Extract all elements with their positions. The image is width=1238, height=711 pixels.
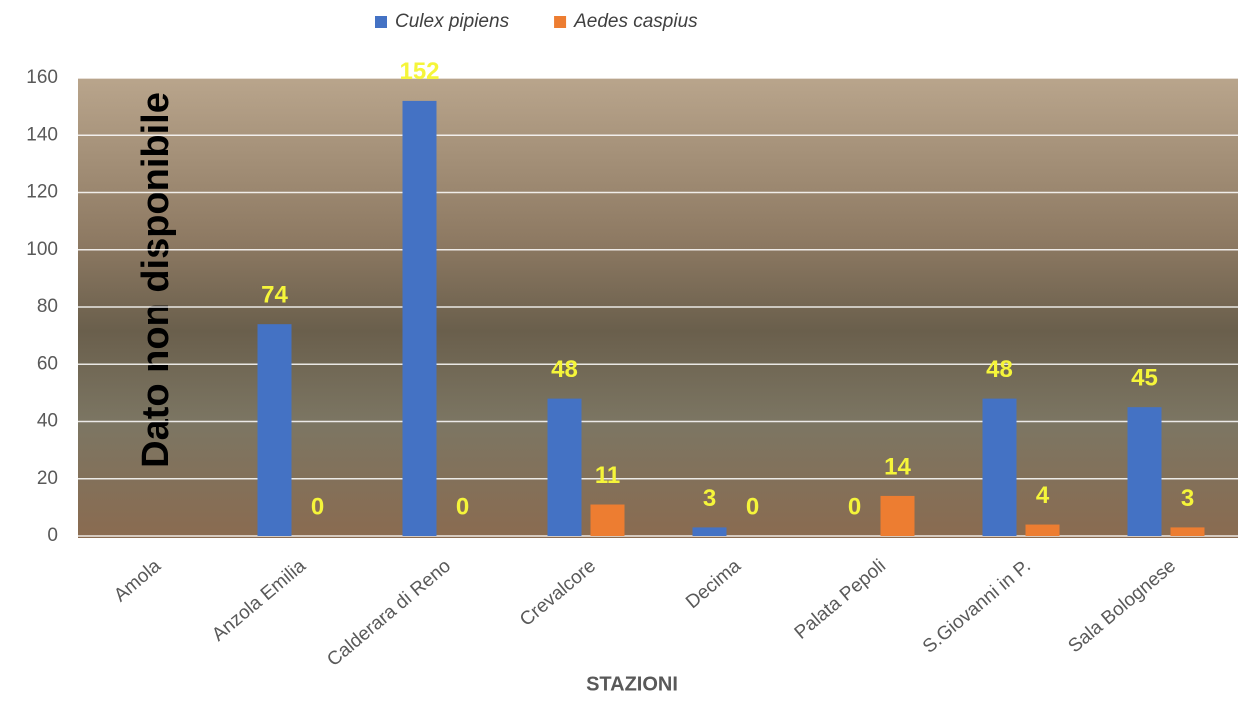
legend-swatch: [375, 16, 387, 28]
bar: [880, 495, 915, 536]
bar: [692, 527, 727, 536]
bar: [1170, 527, 1205, 536]
y-tick-label: 0: [47, 525, 58, 546]
bar: [982, 398, 1017, 536]
y-tick-label: 100: [26, 239, 58, 260]
x-tick-label: Sala Bolognese: [1064, 556, 1179, 658]
bar: [1025, 524, 1060, 536]
data-label: 0: [456, 493, 469, 520]
data-label: 14: [884, 453, 911, 480]
y-tick-label: 20: [37, 468, 58, 489]
data-label: 48: [986, 356, 1013, 383]
data-label: 3: [703, 485, 716, 512]
x-tick-label: S.Giovanni in P.: [919, 556, 1035, 658]
bar: [590, 504, 625, 536]
data-label: 0: [311, 493, 324, 520]
x-tick-label: Crevalcore: [516, 556, 600, 631]
legend-label: Culex pipiens: [395, 11, 510, 32]
y-tick-label: 120: [26, 182, 58, 203]
y-tick-label: 160: [26, 67, 58, 88]
data-label: 74: [261, 282, 288, 309]
y-tick-label: 40: [37, 411, 58, 432]
bar: [547, 398, 582, 536]
x-tick-label: Calderara di Reno: [323, 556, 455, 671]
data-label: 11: [595, 462, 620, 489]
data-label: 4: [1036, 482, 1050, 509]
x-tick-label: Anzola Emilia: [208, 555, 310, 645]
data-label: 0: [848, 493, 861, 520]
bar: [257, 324, 292, 536]
bar: [1127, 407, 1162, 536]
bar: [402, 100, 437, 537]
legend-label: Aedes caspius: [573, 11, 698, 32]
y-tick-label: 80: [37, 296, 58, 317]
legend-swatch: [554, 16, 567, 28]
x-tick-label: Decima: [682, 555, 745, 613]
data-label: 45: [1131, 365, 1158, 392]
plot-background: [78, 78, 1238, 538]
data-label: 0: [746, 493, 759, 520]
data-label: 48: [551, 356, 578, 383]
y-tick-label: 60: [37, 353, 58, 374]
annotation: Dato non disponibile: [135, 92, 177, 468]
x-tick-label: Palata Pepoli: [791, 556, 890, 644]
data-label: 3: [1181, 485, 1194, 512]
data-label: 152: [399, 58, 439, 85]
y-tick-label: 140: [26, 124, 58, 145]
x-axis-title: STAZIONI: [586, 673, 678, 695]
x-tick-label: Amola: [110, 555, 165, 606]
